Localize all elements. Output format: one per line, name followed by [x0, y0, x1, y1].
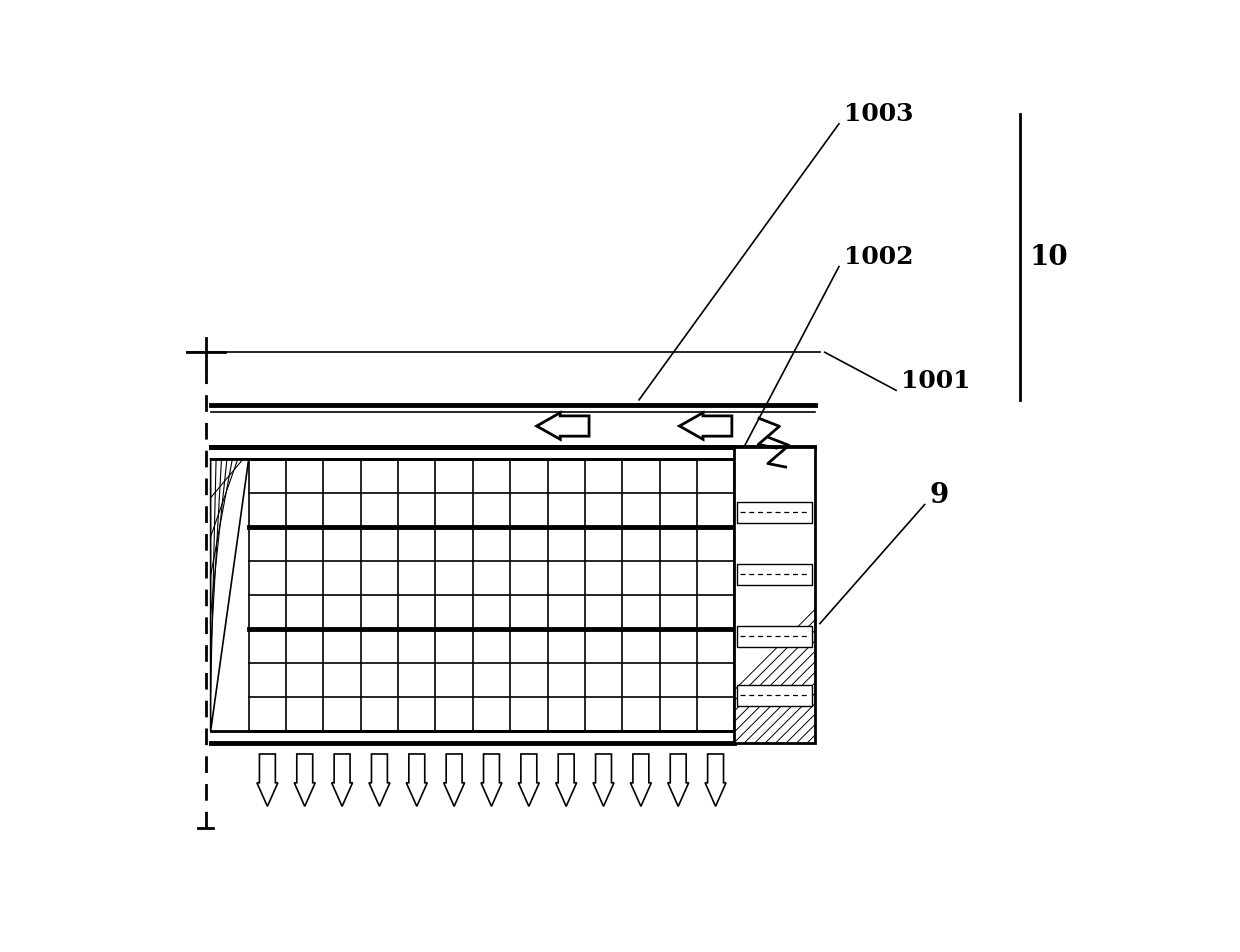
Polygon shape — [211, 459, 249, 731]
Polygon shape — [257, 754, 278, 806]
Bar — [737, 564, 812, 585]
Polygon shape — [518, 754, 539, 806]
Text: 9: 9 — [930, 482, 949, 508]
Polygon shape — [481, 754, 502, 806]
Polygon shape — [556, 754, 577, 806]
Polygon shape — [370, 754, 389, 806]
Bar — [737, 684, 812, 705]
Bar — [734, 447, 815, 743]
Polygon shape — [407, 754, 428, 806]
Polygon shape — [593, 754, 614, 806]
Polygon shape — [668, 754, 688, 806]
Text: 1003: 1003 — [843, 102, 913, 127]
Polygon shape — [444, 754, 465, 806]
Bar — [737, 502, 812, 523]
Polygon shape — [294, 754, 315, 806]
Polygon shape — [331, 754, 352, 806]
Polygon shape — [630, 754, 651, 806]
Bar — [737, 625, 812, 646]
Text: 1002: 1002 — [843, 245, 913, 269]
Polygon shape — [706, 754, 727, 806]
Polygon shape — [680, 413, 732, 440]
Text: 1001: 1001 — [900, 368, 971, 393]
Polygon shape — [537, 413, 589, 440]
Text: 10: 10 — [1029, 244, 1068, 270]
